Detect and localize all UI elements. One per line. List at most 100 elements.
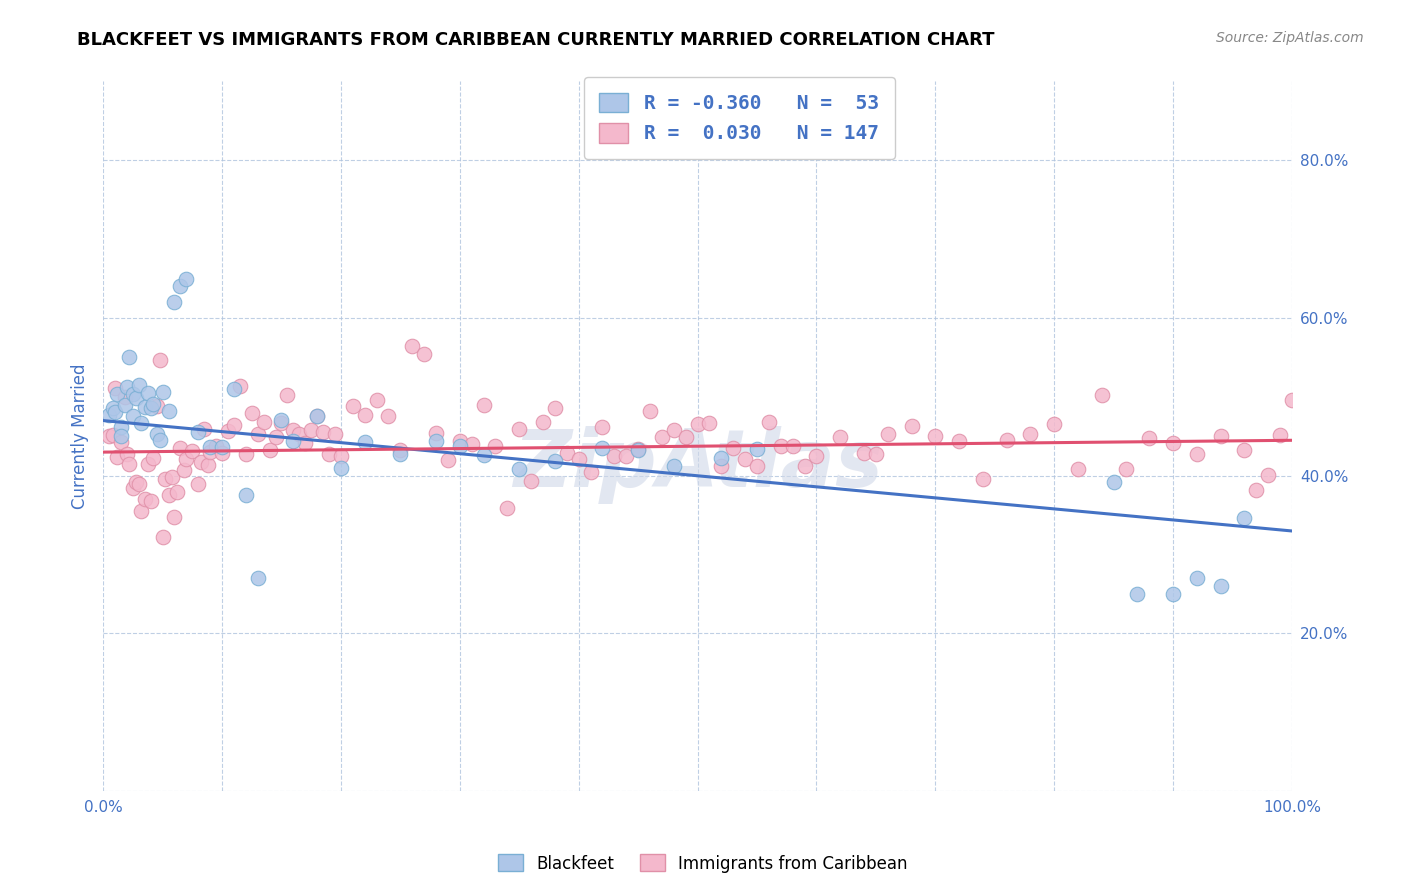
Point <box>197 458 219 472</box>
Point <box>627 442 650 456</box>
Point <box>283 434 305 449</box>
Point <box>377 409 399 423</box>
Point <box>169 442 191 456</box>
Point <box>190 455 212 469</box>
Point <box>876 427 898 442</box>
Text: BLACKFEET VS IMMIGRANTS FROM CARIBBEAN CURRENTLY MARRIED CORRELATION CHART: BLACKFEET VS IMMIGRANTS FROM CARIBBEAN C… <box>77 31 995 49</box>
Point <box>115 447 138 461</box>
Point <box>307 409 329 424</box>
Point <box>1246 483 1268 498</box>
Text: Source: ZipAtlas.com: Source: ZipAtlas.com <box>1216 31 1364 45</box>
Point <box>157 404 180 418</box>
Point <box>627 443 650 458</box>
Point <box>110 419 132 434</box>
Point <box>710 451 733 466</box>
Point <box>187 425 209 439</box>
Point <box>389 447 412 461</box>
Point <box>353 408 375 422</box>
Point <box>782 439 804 453</box>
Point <box>246 427 269 442</box>
Point <box>1209 429 1232 443</box>
Point <box>166 485 188 500</box>
Point <box>460 437 482 451</box>
Point <box>900 419 922 434</box>
Point <box>508 422 530 436</box>
Point <box>1161 587 1184 601</box>
Point <box>948 434 970 448</box>
Point <box>169 279 191 293</box>
Legend: Blackfeet, Immigrants from Caribbean: Blackfeet, Immigrants from Caribbean <box>492 847 914 880</box>
Point <box>651 430 673 444</box>
Point <box>734 452 756 467</box>
Point <box>323 427 346 442</box>
Point <box>449 434 471 448</box>
Point <box>662 458 685 473</box>
Point <box>699 417 721 431</box>
Point <box>425 426 447 441</box>
Point <box>222 382 245 396</box>
Point <box>1115 461 1137 475</box>
Point <box>101 428 124 442</box>
Point <box>353 434 375 449</box>
Point <box>1126 587 1149 601</box>
Point <box>1161 436 1184 450</box>
Point <box>246 571 269 585</box>
Point <box>924 429 946 443</box>
Point <box>98 408 121 422</box>
Point <box>603 449 626 463</box>
Point <box>758 415 780 429</box>
Point <box>472 398 495 412</box>
Point <box>401 338 423 352</box>
Point <box>222 417 245 432</box>
Point <box>425 434 447 448</box>
Point <box>105 450 128 464</box>
Point <box>205 439 228 453</box>
Point <box>449 439 471 453</box>
Point <box>129 416 152 430</box>
Point <box>136 385 159 400</box>
Point <box>125 475 148 490</box>
Point <box>193 421 215 435</box>
Point <box>235 447 257 461</box>
Point <box>105 386 128 401</box>
Point <box>198 441 221 455</box>
Point <box>288 427 311 442</box>
Point <box>1233 511 1256 525</box>
Point <box>198 445 221 459</box>
Point <box>176 271 198 285</box>
Point <box>329 461 352 475</box>
Point <box>568 452 591 467</box>
Point <box>139 493 162 508</box>
Point <box>283 423 305 437</box>
Point <box>472 448 495 462</box>
Point <box>264 430 287 444</box>
Point <box>173 462 195 476</box>
Point <box>229 379 252 393</box>
Point <box>235 488 257 502</box>
Point <box>793 458 815 473</box>
Point <box>484 439 506 453</box>
Point <box>240 406 263 420</box>
Point <box>1019 427 1042 442</box>
Point <box>972 472 994 486</box>
Point <box>312 425 335 439</box>
Point <box>121 481 143 495</box>
Point <box>437 453 460 467</box>
Point <box>1091 387 1114 401</box>
Point <box>134 491 156 506</box>
Point <box>187 476 209 491</box>
Point <box>252 415 274 429</box>
Point <box>745 442 768 456</box>
Point <box>579 465 602 479</box>
Point <box>152 384 174 399</box>
Point <box>160 470 183 484</box>
Point <box>211 440 233 454</box>
Point <box>995 433 1018 447</box>
Point <box>152 530 174 544</box>
Point <box>865 447 887 461</box>
Point <box>145 399 167 413</box>
Point <box>342 399 364 413</box>
Point <box>520 475 543 489</box>
Point <box>531 415 554 429</box>
Point <box>1102 475 1125 489</box>
